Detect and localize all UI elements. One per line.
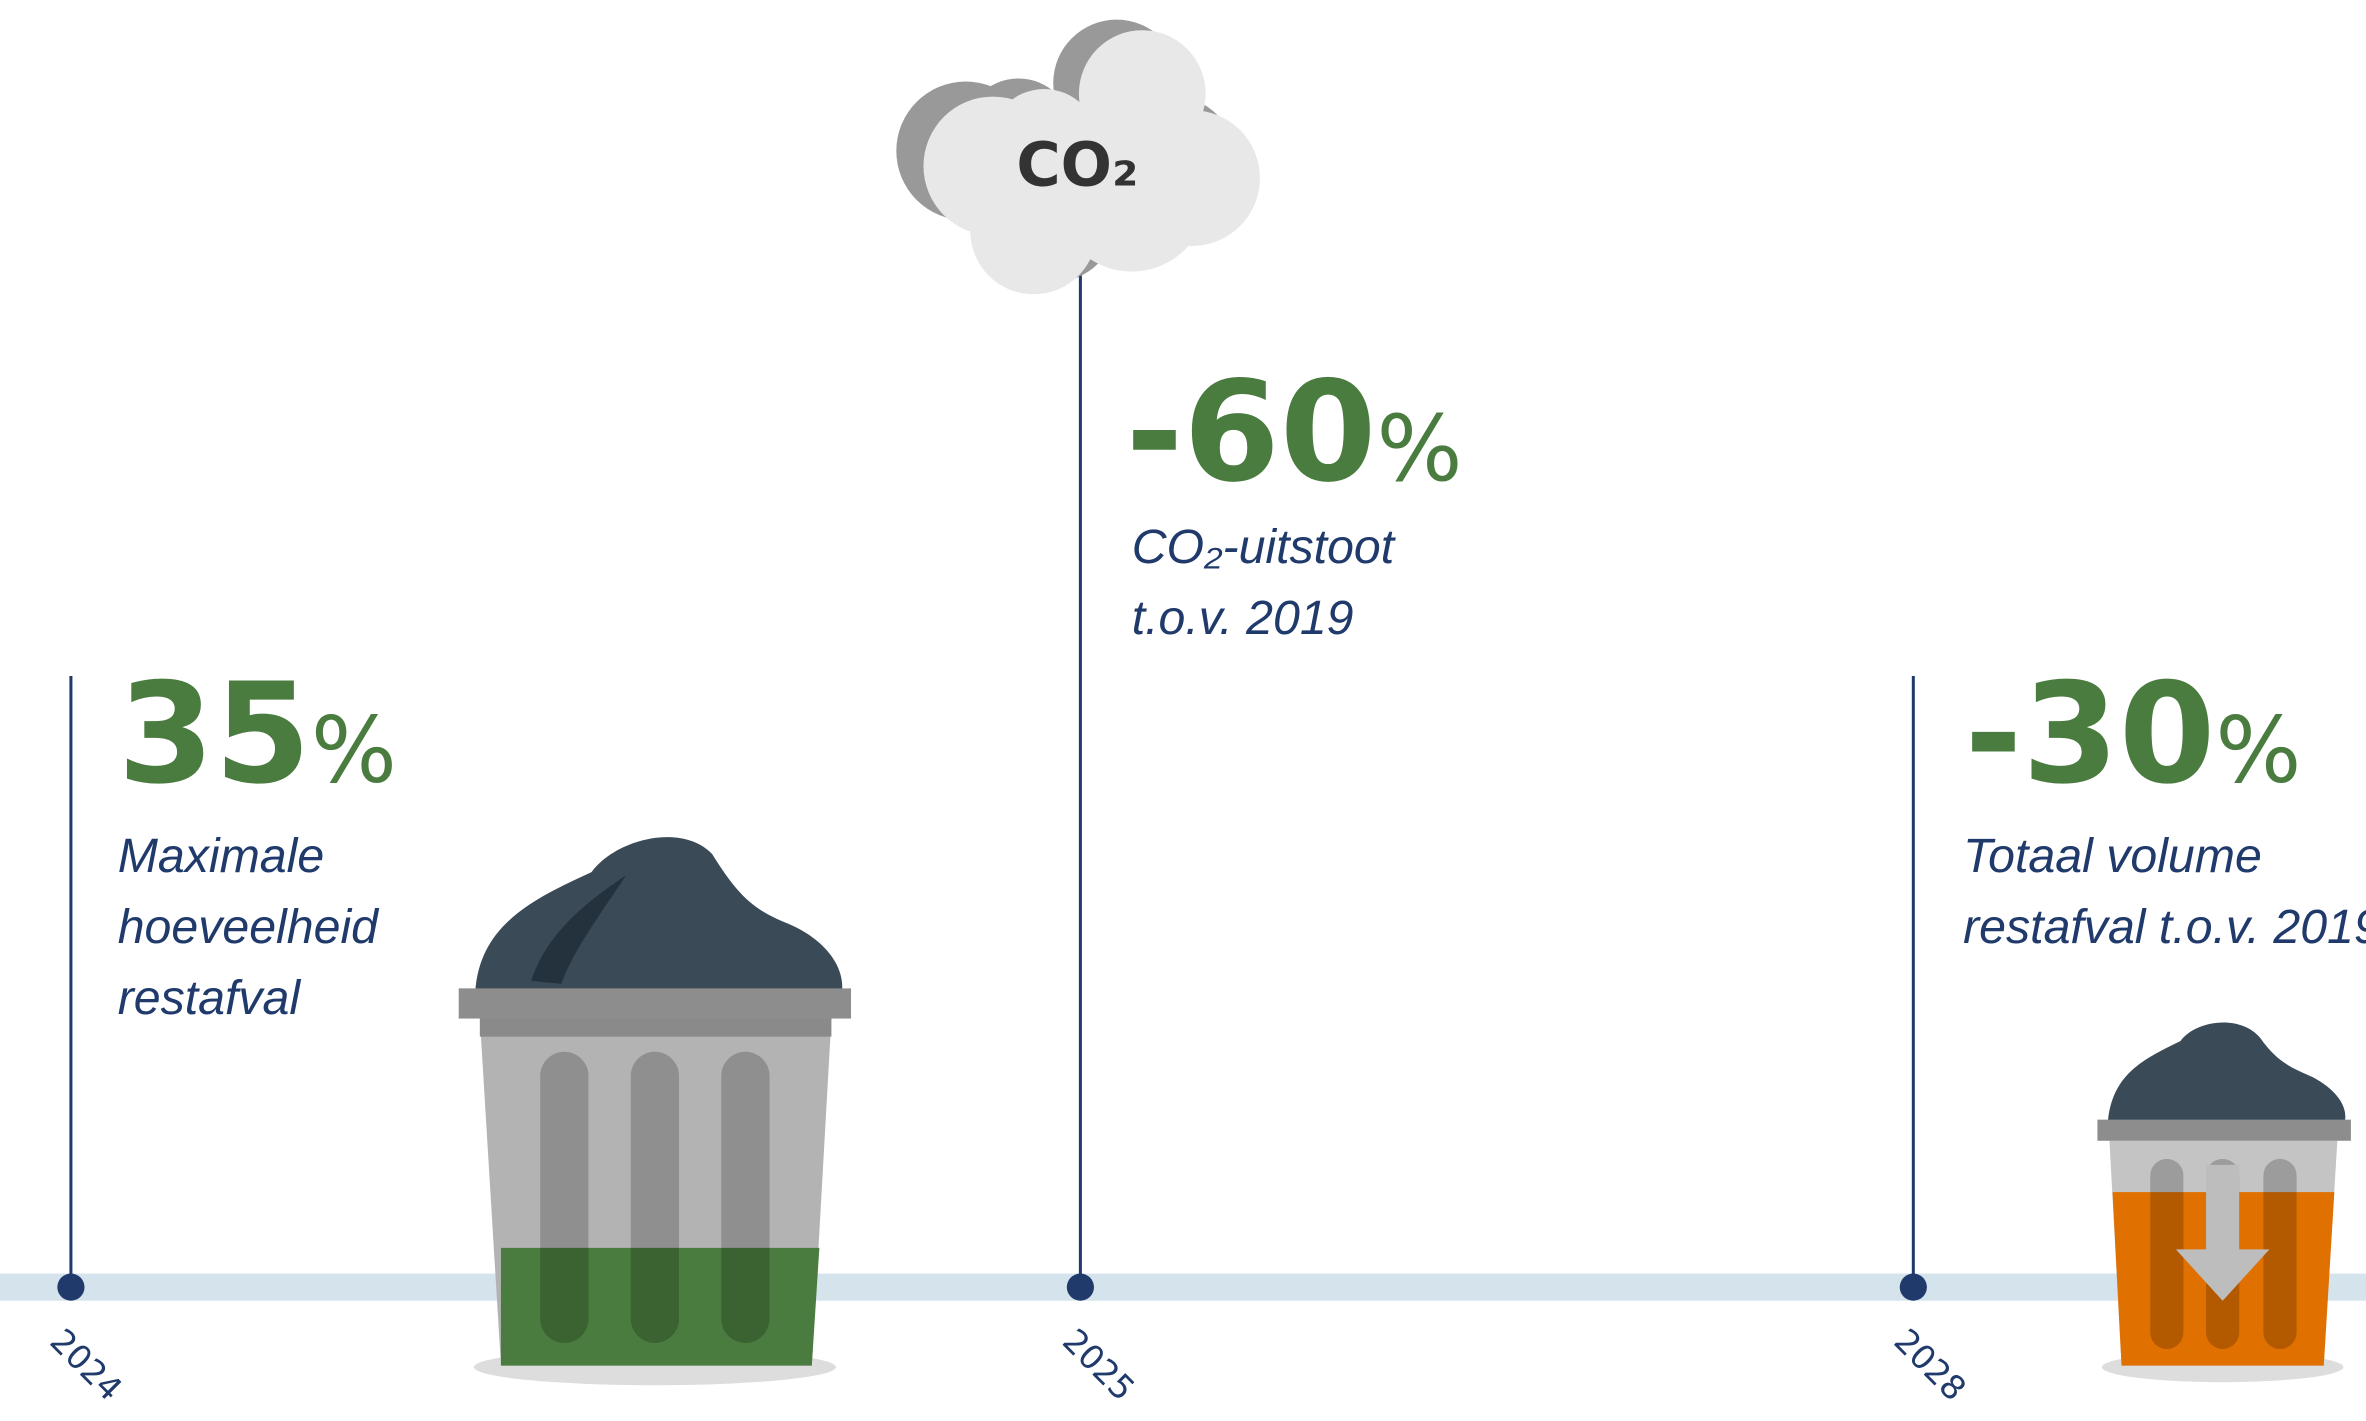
infographic: 2024 2025 2028 CO₂ 35% Maximale hoeveelh…: [0, 0, 2366, 1421]
stat-value: 35: [118, 653, 311, 815]
description: restafval t.o.v. 2019: [1963, 900, 2366, 954]
description: Totaal volume: [1963, 829, 2262, 883]
stat-unit: %: [1376, 397, 1462, 502]
description: hoeveelheid: [118, 900, 380, 954]
year-label: 2024: [43, 1321, 130, 1408]
stat-value: -30: [1965, 653, 2216, 815]
year-label: 2028: [1887, 1321, 1974, 1408]
description: restafval: [118, 971, 302, 1025]
stat-unit: %: [2215, 699, 2301, 804]
stat: -60%: [1126, 351, 1463, 513]
stat: 35%: [118, 653, 397, 815]
co2-cloud: CO₂: [896, 20, 1260, 295]
cloud-label: CO₂: [1016, 131, 1138, 201]
description: t.o.v. 2019: [1132, 591, 1354, 645]
description: Maximale: [118, 829, 325, 883]
page: {"cloud": {"label": "CO₂"}, "milestones"…: [0, 0, 2366, 1421]
timeline-dot: [57, 1274, 84, 1301]
waste-bin-small: [2097, 1023, 2351, 1383]
description: CO₂-uitstoot: [1132, 520, 1397, 574]
timeline-dot: [1900, 1274, 1927, 1301]
stat: -30%: [1965, 653, 2302, 815]
stat-value: -60: [1126, 351, 1377, 513]
stat-unit: %: [311, 699, 397, 804]
waste-bin-large: [459, 837, 851, 1385]
timeline-dot: [1067, 1274, 1094, 1301]
timeline: [0, 1274, 2366, 1301]
year-label: 2025: [1055, 1321, 1142, 1408]
